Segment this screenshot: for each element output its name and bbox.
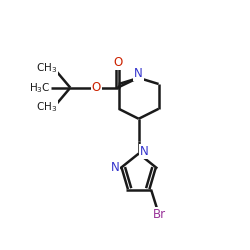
Text: H$_3$C: H$_3$C	[29, 81, 50, 94]
Text: CH$_3$: CH$_3$	[36, 100, 57, 114]
Text: Br: Br	[153, 208, 166, 220]
Text: O: O	[92, 81, 101, 94]
Text: N: N	[134, 67, 143, 80]
Text: N: N	[140, 145, 148, 158]
Text: N: N	[111, 161, 120, 174]
Text: CH$_3$: CH$_3$	[36, 62, 57, 76]
Text: O: O	[113, 56, 122, 69]
